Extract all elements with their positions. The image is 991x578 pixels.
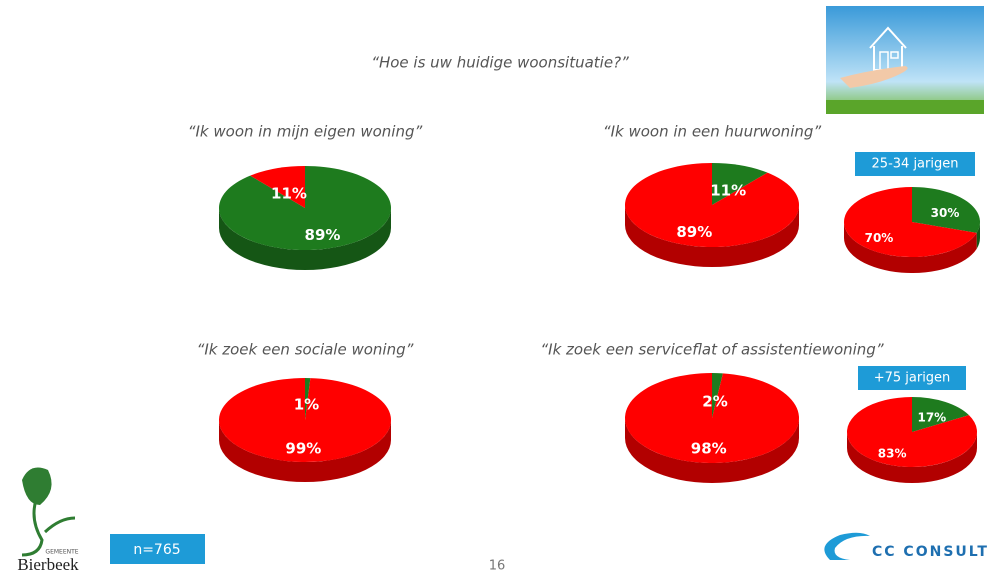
pie-slice bbox=[712, 163, 768, 205]
pie-side bbox=[625, 205, 799, 267]
value-label: 83% bbox=[878, 447, 907, 461]
house-image bbox=[826, 6, 984, 114]
brand-name: CC CONSULT bbox=[872, 544, 989, 560]
municipality-label: GEMEENTE bbox=[45, 549, 78, 556]
municipality-name: Bierbeek bbox=[17, 555, 79, 574]
value-label: 17% bbox=[917, 410, 946, 424]
pie-slice bbox=[305, 378, 311, 420]
municipality-logo: GEMEENTE Bierbeek bbox=[17, 467, 79, 574]
pie-slice bbox=[218, 166, 391, 251]
sample-size: n=765 bbox=[133, 542, 180, 558]
chart-title: “Ik woon in mijn eigen woning” bbox=[188, 123, 423, 141]
pie-slice bbox=[712, 373, 723, 418]
subtitle-box bbox=[858, 366, 966, 390]
pie-slice bbox=[625, 373, 800, 463]
value-label: 89% bbox=[676, 223, 712, 241]
chart-subtitle: +75 jarigen bbox=[874, 371, 951, 386]
pie-slice bbox=[843, 187, 977, 257]
value-label: 30% bbox=[931, 206, 960, 220]
pie-side bbox=[847, 432, 977, 483]
value-label: 11% bbox=[710, 182, 746, 200]
pie-slice bbox=[847, 397, 977, 467]
chart-title: “Ik zoek een serviceflat of assistentiew… bbox=[540, 341, 883, 359]
chart-subtitle: 25-34 jarigen bbox=[872, 157, 959, 172]
value-label: 89% bbox=[305, 226, 341, 244]
pie-side bbox=[976, 222, 980, 249]
pie-slice bbox=[218, 378, 391, 462]
pie-side bbox=[625, 418, 799, 483]
chart-title: “Ik zoek een sociale woning” bbox=[197, 341, 414, 359]
chart-title: “Ik woon in een huurwoning” bbox=[603, 123, 822, 141]
value-label: 99% bbox=[285, 440, 321, 458]
value-label: 70% bbox=[865, 231, 894, 245]
subtitle-box bbox=[855, 152, 975, 176]
pie-slice bbox=[250, 166, 305, 208]
pie-side bbox=[844, 222, 977, 273]
pie-slice bbox=[625, 163, 799, 247]
pie-slice bbox=[912, 397, 969, 432]
pie-side bbox=[219, 420, 391, 482]
value-label: 2% bbox=[702, 392, 727, 410]
sample-box bbox=[110, 534, 205, 564]
slide-title: “Hoe is uw huidige woonsituatie?” bbox=[371, 54, 629, 72]
pie-slice bbox=[912, 187, 980, 233]
value-label: 1% bbox=[294, 396, 319, 414]
pie-side bbox=[219, 208, 391, 270]
brand-logo: CC CONSULT bbox=[824, 532, 989, 560]
value-label: 98% bbox=[691, 439, 727, 457]
page-number: 16 bbox=[489, 559, 506, 574]
value-label: 11% bbox=[271, 185, 307, 203]
